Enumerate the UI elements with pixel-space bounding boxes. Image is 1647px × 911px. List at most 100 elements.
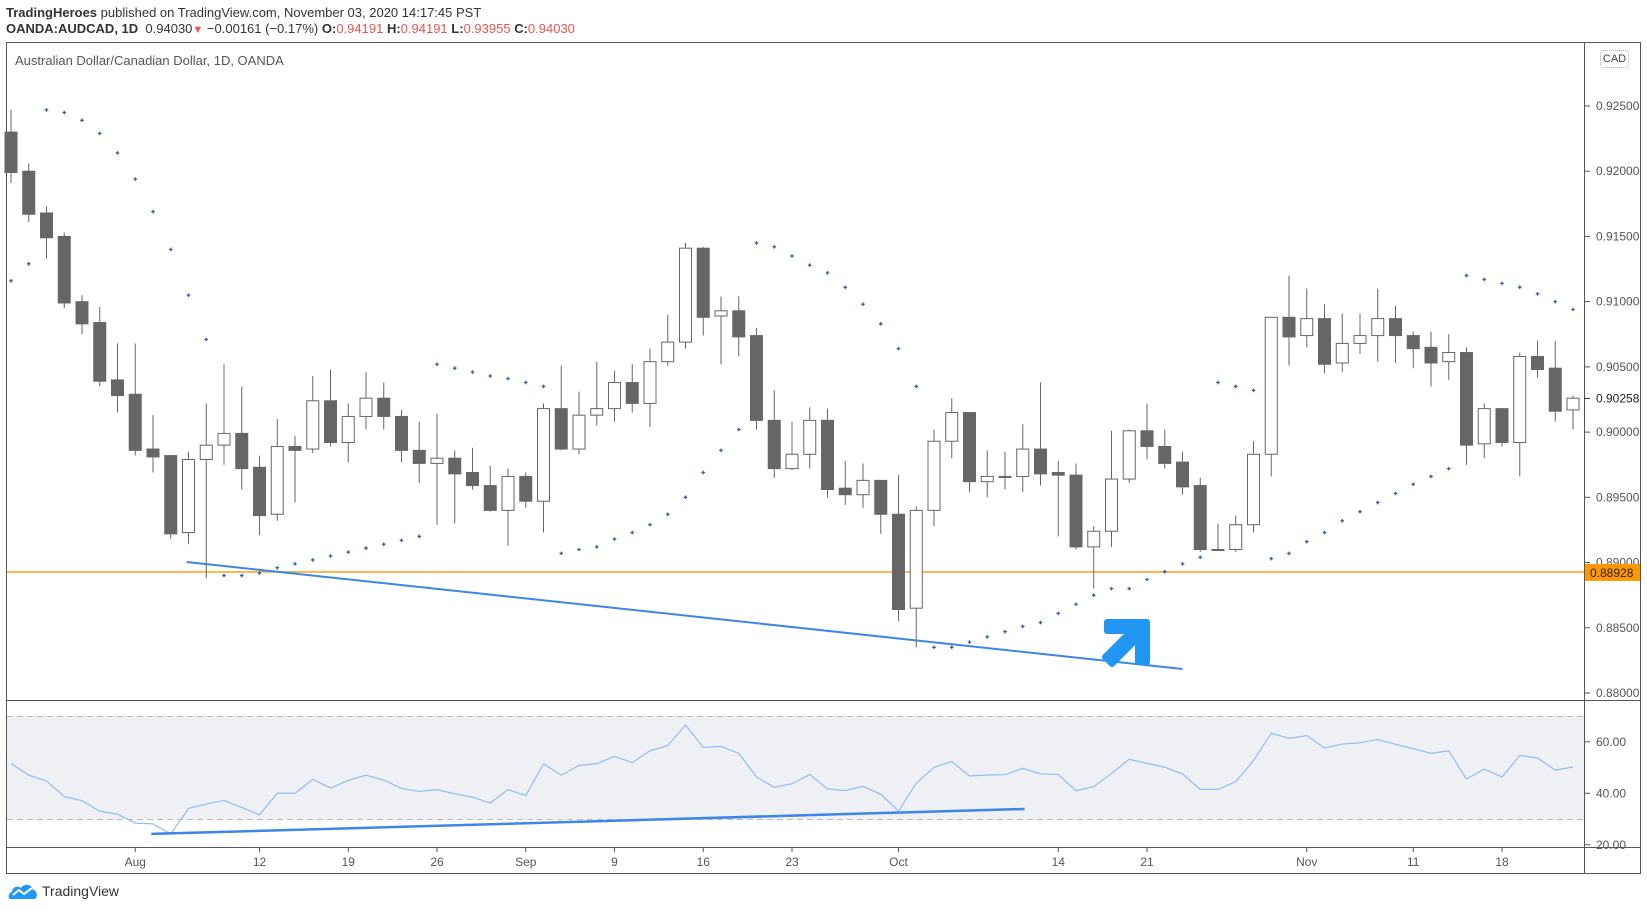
up-right-arrow-icon[interactable] bbox=[1102, 619, 1150, 667]
sar-dot bbox=[577, 547, 581, 552]
candle-bullish bbox=[998, 451, 1012, 490]
down-triangle-icon: ▼ bbox=[192, 24, 204, 36]
candle-bearish bbox=[696, 246, 710, 336]
candle-body bbox=[1193, 485, 1207, 550]
price-tick-label: 0.91500 bbox=[1596, 229, 1640, 243]
sar-dot bbox=[506, 376, 510, 381]
sar-dot bbox=[949, 645, 954, 650]
price-axis[interactable]: 0.92500 0.92000 0.91500 0.91000 0.90500 0.900… bbox=[1584, 99, 1640, 700]
sar-dot bbox=[488, 374, 493, 378]
candle-bearish bbox=[448, 450, 462, 524]
price-tick-label: 0.89500 bbox=[1596, 490, 1640, 504]
candle-body bbox=[217, 432, 231, 446]
sar-dot bbox=[1393, 491, 1398, 496]
sar-dot bbox=[417, 534, 422, 539]
time-tick-label: 14 bbox=[1052, 855, 1066, 869]
time-tick-label: 23 bbox=[785, 855, 799, 869]
open-label: O: bbox=[321, 21, 337, 36]
rsi-trendline[interactable] bbox=[151, 807, 1025, 836]
candle-bullish bbox=[1247, 441, 1260, 533]
candle-body bbox=[412, 449, 426, 464]
sar-dot bbox=[97, 131, 102, 136]
close-value: 0.94030 bbox=[527, 21, 575, 36]
sar-dot bbox=[1340, 518, 1345, 523]
candle-body bbox=[57, 235, 71, 304]
candle-body bbox=[1318, 318, 1331, 365]
candle-body bbox=[625, 382, 639, 404]
candle-body bbox=[892, 513, 905, 610]
candle-bullish bbox=[1477, 403, 1491, 459]
candle-body bbox=[359, 397, 373, 417]
candle-bullish bbox=[980, 450, 994, 498]
sar-dot bbox=[1198, 555, 1203, 560]
candle-body bbox=[466, 472, 479, 487]
symbol-label: OANDA:AUDCAD, 1D bbox=[6, 21, 139, 36]
candle-body bbox=[1531, 355, 1544, 370]
sar-dot bbox=[1304, 539, 1309, 544]
price-tick-label: 0.88500 bbox=[1596, 621, 1640, 635]
candle-body bbox=[1566, 397, 1580, 411]
candle-bullish bbox=[1513, 352, 1527, 477]
price-trendline[interactable] bbox=[186, 561, 1183, 670]
currency-badge[interactable]: CAD bbox=[1600, 50, 1629, 68]
candle-bearish bbox=[821, 408, 834, 498]
candle-bullish bbox=[1371, 288, 1385, 362]
sar-dot bbox=[133, 177, 138, 181]
sar-dot bbox=[9, 278, 13, 283]
candle-bearish bbox=[750, 327, 763, 430]
candle-bearish bbox=[1318, 304, 1331, 374]
publisher-name[interactable]: TradingHeroes bbox=[6, 5, 98, 20]
candle-bearish bbox=[1406, 331, 1420, 369]
sar-dot bbox=[772, 245, 777, 249]
low-value: 0.93955 bbox=[463, 21, 511, 36]
candle-bearish bbox=[1193, 477, 1207, 553]
candle-bearish bbox=[466, 447, 479, 490]
candle-bullish bbox=[217, 364, 231, 465]
last-price-label: 0.90258 bbox=[1596, 391, 1640, 405]
sar-dot bbox=[346, 550, 351, 554]
sar-dot bbox=[222, 573, 226, 578]
candle-bearish bbox=[483, 466, 497, 512]
candle-body bbox=[1016, 448, 1030, 477]
candle-bearish bbox=[1548, 340, 1562, 422]
candle-bearish bbox=[963, 412, 976, 493]
drawings[interactable] bbox=[151, 561, 1183, 836]
horizontal-line-price-label: 0.88928 bbox=[1590, 566, 1634, 580]
footer-brand[interactable]: TradingView bbox=[8, 882, 119, 900]
candle-bearish bbox=[146, 415, 160, 473]
candle-bearish bbox=[767, 390, 781, 478]
sar-dot bbox=[541, 384, 546, 389]
candle-bearish bbox=[519, 472, 533, 508]
sar-dot bbox=[239, 573, 244, 578]
sar-dot bbox=[719, 448, 723, 453]
time-tick-label: Nov bbox=[1296, 855, 1317, 869]
sar-dot bbox=[1127, 586, 1132, 591]
sar-dot bbox=[1464, 273, 1469, 278]
candle-body bbox=[909, 509, 923, 609]
sar-dot bbox=[1074, 602, 1078, 607]
candle-bullish bbox=[1087, 526, 1101, 589]
candle-body bbox=[1548, 367, 1562, 412]
high-label: H: bbox=[386, 21, 401, 36]
candle-body bbox=[998, 475, 1012, 478]
sar-dot bbox=[665, 512, 670, 517]
sar-dot bbox=[1269, 556, 1274, 561]
candle-body bbox=[963, 412, 976, 483]
sar-dot bbox=[683, 495, 688, 500]
sar-dot bbox=[1056, 611, 1061, 616]
sar-dot bbox=[470, 370, 475, 374]
candle-bullish bbox=[1335, 313, 1349, 373]
candle-body bbox=[714, 310, 728, 317]
candle-bearish bbox=[111, 343, 124, 413]
candle-bullish bbox=[430, 413, 444, 525]
candle-bullish bbox=[927, 429, 941, 527]
candle-bullish bbox=[661, 314, 675, 366]
candle-bearish bbox=[1158, 429, 1172, 469]
candle-bullish bbox=[643, 348, 657, 427]
time-axis[interactable]: Aug 12 19 26 Sep 9 16 23 Oct 14 21 Nov 11 18 bbox=[125, 847, 1509, 869]
candle-bearish bbox=[1282, 275, 1296, 366]
candle-body bbox=[1247, 453, 1260, 526]
candle-body bbox=[1158, 445, 1172, 464]
candle-bearish bbox=[838, 460, 852, 506]
